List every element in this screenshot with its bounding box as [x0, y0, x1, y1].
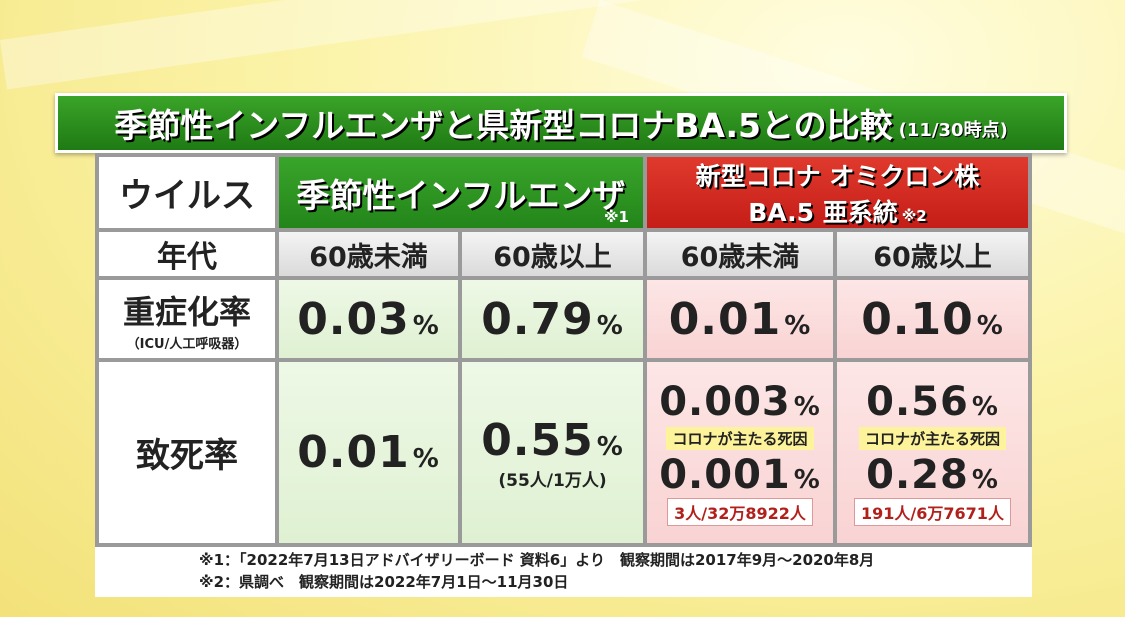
age-label: 年代 — [99, 232, 275, 276]
rate-value: 0.003 — [659, 379, 791, 425]
footnotes: ※1：「2022年7月13日アドバイザリーボード 資料6」より 観察期間は201… — [95, 547, 1032, 597]
rate: 0.10% — [861, 294, 1004, 345]
corona-lineage: BA.5 亜系統 — [748, 197, 898, 227]
severity-cell: 0.03% — [279, 280, 458, 358]
rate-note: 191人/6万7671人 — [854, 498, 1011, 526]
mortality-label: 致死率 — [99, 362, 275, 543]
rate: 0.01% — [297, 427, 440, 478]
footnote: ※1：「2022年7月13日アドバイザリーボード 資料6」より 観察期間は201… — [199, 551, 875, 569]
mortality-cell: 0.003% コロナが主たる死因 0.001% 3人/32万8922人 — [647, 362, 833, 543]
severity-cell: 0.01% — [647, 280, 833, 358]
flu-note: ※1 — [603, 208, 629, 226]
rate: 0.55% — [481, 415, 624, 466]
age-cell: 60歳以上 — [462, 232, 643, 276]
corona-subname: BA.5 亜系統 ※2 — [748, 193, 927, 229]
severity-cell: 0.10% — [837, 280, 1028, 358]
rate-unit: % — [793, 465, 821, 495]
rate-value: 0.55 — [481, 414, 594, 466]
mortality-cell: 0.01% — [279, 362, 458, 543]
age-text: 60歳以上 — [493, 241, 612, 273]
cause-tag: コロナが主たる死因 — [666, 427, 814, 450]
age-cell: 60歳未満 — [647, 232, 833, 276]
header-cell: ウイルス — [99, 157, 275, 228]
rate: 0.001% — [659, 452, 821, 498]
rate-unit: % — [784, 310, 812, 341]
row-label: 致死率 — [136, 436, 238, 476]
rate-unit: % — [412, 310, 440, 341]
rate-value: 0.001 — [659, 452, 791, 498]
rate-unit: % — [976, 310, 1004, 341]
rate: 0.28% — [866, 452, 999, 498]
rate: 0.56% — [866, 379, 999, 425]
rate-value: 0.03 — [297, 293, 410, 345]
flu-header: 季節性インフルエンザ ※1 — [279, 157, 643, 228]
severity-cell: 0.79% — [462, 280, 643, 358]
title: 季節性インフルエンザと県新型コロナBA.5との比較 — [114, 106, 893, 145]
rate: 0.01% — [669, 294, 812, 345]
rate-value: 0.28 — [866, 452, 969, 498]
rate-value: 0.01 — [297, 427, 410, 478]
footnote: ※2：県調べ 観察期間は2022年7月1日～11月30日 — [199, 573, 569, 591]
rate-note: (55人/1万人) — [498, 470, 607, 491]
rate-unit: % — [793, 392, 821, 422]
rate-unit: % — [971, 465, 999, 495]
rate-unit: % — [596, 431, 624, 462]
title-bar: 季節性インフルエンザと県新型コロナBA.5との比較 (11/30時点) — [55, 93, 1067, 153]
header-label: ウイルス — [119, 176, 255, 216]
corona-header: 新型コロナ オミクロン株 BA.5 亜系統 ※2 — [647, 157, 1028, 228]
row-label: 年代 — [157, 240, 217, 275]
age-text: 60歳以上 — [873, 241, 992, 273]
rate-note: 3人/32万8922人 — [667, 498, 813, 526]
mortality-cell: 0.55% (55人/1万人) — [462, 362, 643, 543]
severity-label: 重症化率 （ICU/人工呼吸器） — [99, 280, 275, 358]
title-date: (11/30時点) — [898, 120, 1008, 141]
rate-value: 0.56 — [866, 379, 969, 425]
flu-name: 季節性インフルエンザ — [296, 175, 626, 215]
age-cell: 60歳未満 — [279, 232, 458, 276]
rate-unit: % — [971, 392, 999, 422]
corona-name: 新型コロナ オミクロン株 — [695, 161, 980, 191]
cause-tag: コロナが主たる死因 — [858, 427, 1006, 450]
mortality-cell: 0.56% コロナが主たる死因 0.28% 191人/6万7671人 — [837, 362, 1028, 543]
rate-value: 0.79 — [481, 293, 594, 345]
rate-value: 0.10 — [861, 293, 974, 345]
row-label: 重症化率 — [122, 292, 251, 331]
corona-note: ※2 — [901, 206, 927, 225]
age-text: 60歳未満 — [680, 241, 800, 273]
age-cell: 60歳以上 — [837, 232, 1028, 276]
rate: 0.79% — [481, 294, 624, 345]
rate: 0.003% — [659, 379, 821, 425]
row-sublabel: （ICU/人工呼吸器） — [126, 336, 248, 352]
rate-value: 0.01 — [668, 293, 782, 345]
rate: 0.03% — [297, 294, 440, 345]
rate-unit: % — [596, 310, 624, 341]
rate-unit: % — [412, 444, 440, 474]
age-text: 60歳未満 — [309, 241, 428, 273]
